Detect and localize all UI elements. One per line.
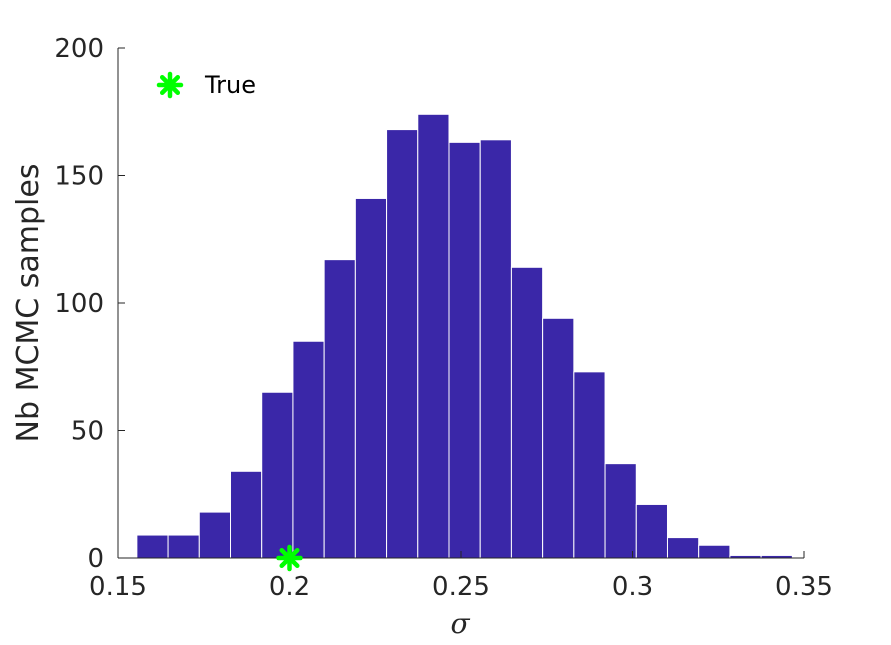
legend-asterisk-icon [156, 71, 184, 99]
y-tick-label: 0 [87, 544, 104, 574]
x-tick-label: 0.35 [775, 572, 833, 602]
y-tick-label: 200 [54, 34, 104, 64]
y-axis-label: Nb MCMC samples [11, 164, 46, 443]
x-tick-label: 0.25 [432, 572, 490, 602]
x-tick-label: 0.3 [612, 572, 653, 602]
histogram-bar [573, 371, 606, 559]
legend-true-marker-icon [156, 71, 184, 99]
histogram-bar [542, 317, 575, 559]
x-tick-label: 0.15 [89, 572, 147, 602]
histogram-bar [510, 266, 544, 559]
true-value-marker [276, 544, 303, 572]
x-axis-label: σ [450, 607, 470, 640]
histogram-bar [635, 503, 668, 559]
legend: True [156, 71, 256, 99]
histogram-bar [604, 463, 637, 559]
histogram-bar [136, 534, 169, 559]
y-tick-label: 100 [54, 289, 104, 319]
histogram-bar [386, 129, 419, 559]
histogram-bar [448, 141, 481, 559]
histogram-bar [261, 391, 294, 559]
markers-group [276, 544, 303, 572]
histogram-bar [198, 511, 232, 559]
histogram-bar [698, 544, 731, 559]
legend-entry-true: True [204, 71, 256, 99]
histogram-bar [167, 534, 200, 559]
histogram-bar [323, 259, 356, 559]
histogram-bar [417, 113, 450, 559]
histogram-bar [292, 340, 325, 559]
x-tick-label: 0.2 [269, 572, 310, 602]
histogram-bar [354, 197, 388, 559]
histogram-bar [666, 537, 700, 559]
ticks-group: 0 50 100 150 200 0.15 0.2 0.25 0.3 0.35 [54, 34, 833, 602]
y-tick-label: 150 [54, 162, 104, 192]
histogram-bar [230, 470, 263, 559]
y-tick-label: 50 [71, 417, 104, 447]
bars-group [136, 113, 793, 559]
histogram-bar [479, 139, 512, 559]
